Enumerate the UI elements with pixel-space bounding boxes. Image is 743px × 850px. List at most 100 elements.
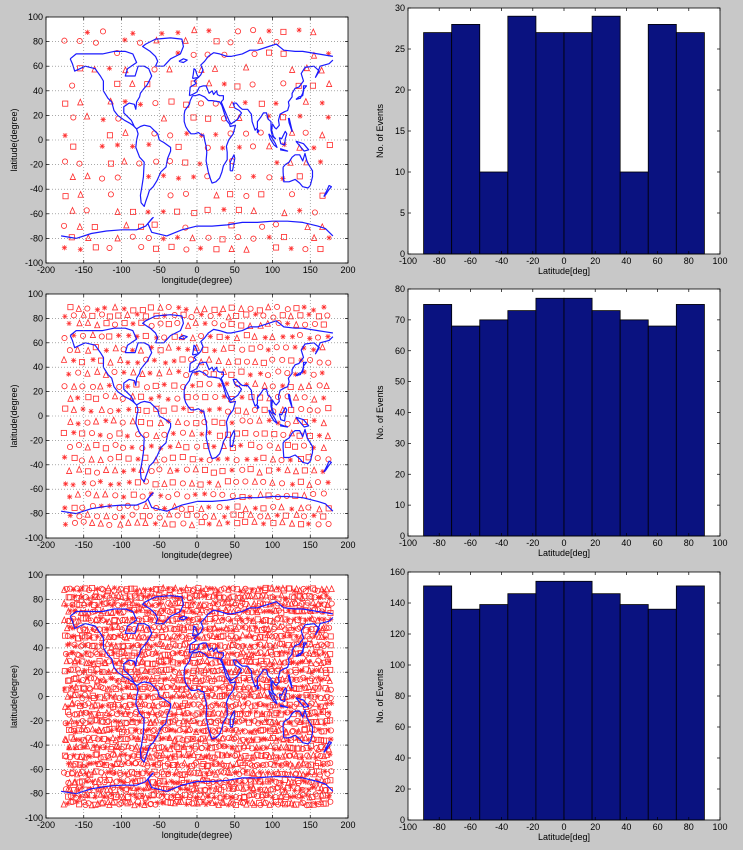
y-tick-label: 5 xyxy=(400,208,405,218)
event-marker-star xyxy=(255,728,260,733)
event-marker-star xyxy=(121,370,126,375)
event-marker-star xyxy=(250,729,255,734)
x-tick-label: 200 xyxy=(340,265,355,275)
y-tick-label: 20 xyxy=(395,85,405,95)
event-marker-star xyxy=(147,593,152,598)
x-tick-label: -20 xyxy=(526,256,539,266)
histogram-bar xyxy=(424,304,452,536)
event-marker-star xyxy=(65,669,70,674)
event-marker-star xyxy=(312,603,317,608)
event-marker-star xyxy=(150,603,155,608)
x-tick-label: -40 xyxy=(495,538,508,548)
event-marker-star xyxy=(220,145,225,150)
event-marker-star xyxy=(81,480,86,485)
event-marker-star xyxy=(176,369,181,374)
event-marker-star xyxy=(143,587,148,592)
event-marker-star xyxy=(202,645,207,650)
x-tick-label: 100 xyxy=(265,265,280,275)
event-marker-star xyxy=(146,727,151,732)
event-marker-star xyxy=(258,720,263,725)
event-marker-star xyxy=(206,28,211,33)
event-marker-star xyxy=(112,771,117,776)
event-marker-star xyxy=(251,174,256,179)
event-marker-star xyxy=(188,711,193,716)
event-marker-star xyxy=(148,617,153,622)
event-marker-star xyxy=(112,600,117,605)
x-tick-label: 0 xyxy=(194,820,199,830)
histogram-bar xyxy=(592,16,620,254)
x-tick-label: -150 xyxy=(75,265,93,275)
event-marker-star xyxy=(201,709,206,714)
event-marker-star xyxy=(265,770,270,775)
event-marker-star xyxy=(175,235,180,240)
x-axis-label: Latitude[deg] xyxy=(538,832,590,842)
event-marker-star xyxy=(137,719,142,724)
histogram-bar xyxy=(676,304,704,536)
histogram-bar xyxy=(508,311,536,536)
event-marker-star xyxy=(321,395,326,400)
event-marker-star xyxy=(135,360,140,365)
event-marker-star xyxy=(135,312,140,317)
event-marker-star xyxy=(276,755,281,760)
event-marker-star xyxy=(266,28,271,33)
event-marker-star xyxy=(307,336,312,341)
event-marker-star xyxy=(98,677,103,682)
event-marker-star xyxy=(219,627,224,632)
event-marker-star xyxy=(242,695,247,700)
event-marker-star xyxy=(163,360,168,365)
y-tick-label: 100 xyxy=(28,289,43,299)
event-marker-star xyxy=(239,618,244,623)
y-tick-label: -40 xyxy=(30,460,43,470)
event-marker-star xyxy=(62,245,67,250)
event-marker-star xyxy=(170,793,175,798)
event-marker-star xyxy=(204,771,209,776)
event-marker-star xyxy=(189,609,194,614)
y-tick-label: -60 xyxy=(30,209,43,219)
event-marker-star xyxy=(294,634,299,639)
event-marker-star xyxy=(161,236,166,241)
x-tick-label: -60 xyxy=(464,256,477,266)
event-marker-star xyxy=(282,787,287,792)
y-tick-label: 0 xyxy=(400,249,405,259)
event-marker-star xyxy=(312,634,317,639)
event-marker-star xyxy=(271,771,276,776)
event-marker-star xyxy=(71,482,76,487)
x-tick-label: -50 xyxy=(153,820,166,830)
event-marker-star xyxy=(263,335,268,340)
event-marker-star xyxy=(179,587,184,592)
event-marker-star xyxy=(164,676,169,681)
event-marker-star xyxy=(197,161,202,166)
event-marker-star xyxy=(261,645,266,650)
event-marker-star xyxy=(127,480,132,485)
y-tick-label: 50 xyxy=(395,377,405,387)
event-marker-star xyxy=(229,467,234,472)
histogram-bar xyxy=(648,24,676,254)
event-marker-star xyxy=(207,521,212,526)
y-tick-label: 80 xyxy=(395,284,405,294)
event-marker-star xyxy=(152,712,157,717)
event-marker-star xyxy=(134,727,139,732)
event-marker-star xyxy=(222,514,227,519)
event-marker-star xyxy=(224,381,229,386)
event-marker-star xyxy=(229,786,234,791)
x-tick-label: 20 xyxy=(590,822,600,832)
event-marker-star xyxy=(109,792,114,797)
event-marker-star xyxy=(166,770,171,775)
event-marker-star xyxy=(258,737,263,742)
event-marker-star xyxy=(116,408,121,413)
event-marker-star xyxy=(73,729,78,734)
event-marker-star xyxy=(230,627,235,632)
event-marker-star xyxy=(275,737,280,742)
histogram-bar xyxy=(480,320,508,536)
event-marker-star xyxy=(140,676,145,681)
event-marker-star xyxy=(173,651,178,656)
event-marker-star xyxy=(213,132,218,137)
event-marker-star xyxy=(63,481,68,486)
x-tick-label: -60 xyxy=(464,822,477,832)
event-marker-star xyxy=(207,480,212,485)
event-marker-star xyxy=(225,505,230,510)
histogram-panel: -100 -80 -60 -40 -20 0 20 40 60 80 100020406080100… xyxy=(375,567,728,842)
event-marker-star xyxy=(243,100,248,105)
event-marker-star xyxy=(176,305,181,310)
event-marker-star xyxy=(111,694,116,699)
